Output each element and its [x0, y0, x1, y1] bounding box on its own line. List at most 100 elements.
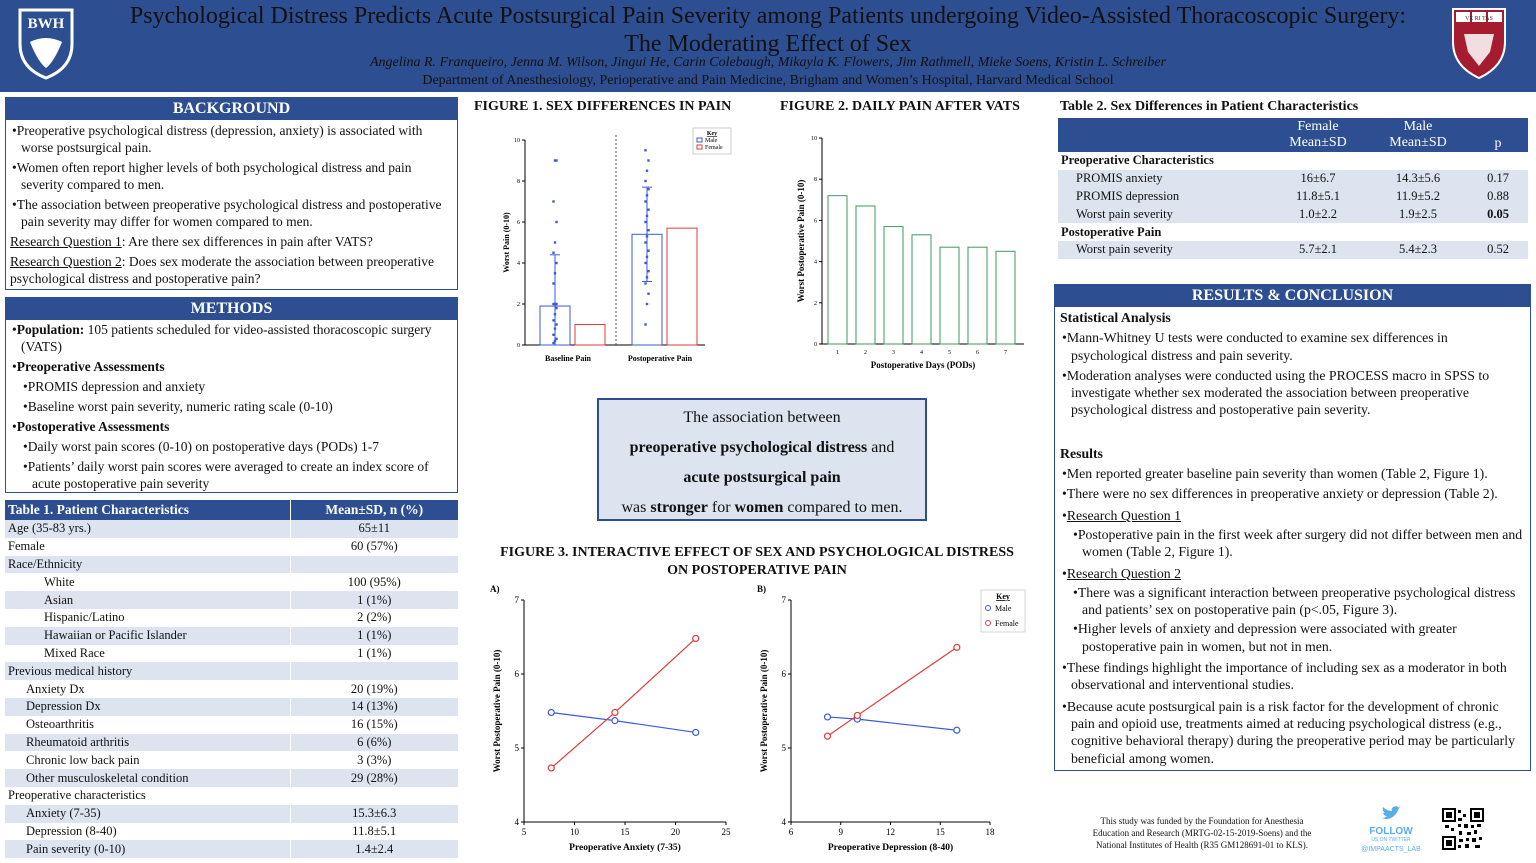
- fig1-data-point: [647, 270, 650, 273]
- fig1-y-tick-label: 10: [514, 138, 520, 144]
- background-bullet-3: •The association between preoperative ps…: [12, 197, 442, 229]
- results-heading: RESULTS & CONCLUSION: [1055, 285, 1530, 307]
- fig1-data-point: [555, 302, 558, 306]
- fig1-key-title: Key: [707, 131, 717, 137]
- table-row: Previous medical history: [5, 662, 458, 681]
- fig1-data-point: [555, 337, 558, 341]
- fig3-point-male: [611, 717, 619, 725]
- fig1-data-point: [553, 302, 557, 306]
- fig2-x-tick-label: 1: [836, 350, 839, 356]
- twitter-follow[interactable]: FOLLOW US ON TWITTER @IMPAACTS_LAB: [1356, 805, 1426, 853]
- fig1-data-point: [552, 282, 555, 285]
- fig1-data-point: [645, 194, 649, 197]
- conclusion-bullet-1: •These findings highlight the importance…: [1062, 660, 1507, 693]
- fig3-point-female: [547, 764, 555, 772]
- fig1-data-point: [553, 313, 557, 316]
- fig2-x-label: Postoperative Days (PODs): [871, 360, 975, 370]
- fig1-data-point: [552, 302, 555, 306]
- results-rq1: •Research Question 1: [1062, 507, 1182, 523]
- qr-code-icon[interactable]: [1442, 808, 1484, 850]
- fig3-point-male: [823, 713, 832, 721]
- table2-section-pre: Preoperative Characteristics: [1058, 152, 1528, 170]
- research-question-2: Research Question 2: Does sex moderate t…: [10, 254, 434, 286]
- callout-line4: was stronger for women compared to men.: [621, 499, 903, 516]
- table-row: Hawaiian or Pacific Islander 1 (1%): [5, 626, 458, 645]
- results-subheading: Results: [1060, 445, 1103, 461]
- methods-preop-item-2: •Baseline worst pain severity, numeric r…: [23, 399, 333, 414]
- fig2-bar: [855, 205, 876, 345]
- fig3-y-tick-label: 6: [515, 669, 520, 679]
- fig2-y-label: Worst Postoperative Pain (0-10): [796, 180, 806, 303]
- result-bullet-2: •There were no sex differences in preope…: [1062, 486, 1498, 502]
- fig3-line-female: [550, 638, 697, 769]
- background-bullet-1: •Preoperative psychological distress (de…: [12, 123, 423, 155]
- methods-postop-label: •Postoperative Assessments: [12, 419, 170, 434]
- fig3-y-tick-label: 5: [782, 743, 787, 753]
- fig1-bar-female: [574, 324, 606, 346]
- fig2-y-tick-label: 8: [814, 177, 817, 183]
- table-row: Preoperative characteristics: [5, 786, 458, 805]
- stat-bullet-2: •Moderation analyses were conducted usin…: [1062, 367, 1490, 418]
- background-section: BACKGROUND •Preoperative psychological d…: [5, 97, 458, 290]
- fig1-y-tick-label: 2: [517, 302, 520, 308]
- fig1-data-point: [647, 188, 650, 191]
- fig2-x-tick-label: 2: [864, 350, 867, 356]
- fig1-x-tick-label: Postoperative Pain: [628, 354, 693, 363]
- fig1-data-point: [555, 306, 558, 310]
- fig3-line-male: [551, 711, 696, 734]
- fig3-point-female: [692, 634, 700, 643]
- result-bullet-1: •Men reported greater baseline pain seve…: [1062, 466, 1488, 482]
- fig3-point-female: [823, 732, 832, 740]
- methods-heading: METHODS: [6, 298, 457, 320]
- fig3-point-male: [953, 726, 961, 734]
- table-row: Depression Dx 14 (13%): [5, 697, 458, 716]
- twitter-handle: @IMPAACTS_LAB: [1361, 846, 1421, 853]
- fig2-y-tick-label: 10: [811, 136, 817, 142]
- background-bullet-2: •Women often report higher levels of bot…: [12, 160, 412, 192]
- fig3-y-tick-label: 5: [515, 743, 520, 753]
- fig1-data-point: [645, 255, 649, 259]
- fig3-x-tick-label: 18: [986, 827, 996, 837]
- follow-label: FOLLOW: [1369, 826, 1413, 837]
- table-row: Worst pain severity 1.0±2.2 1.9±2.5 0.05: [1058, 205, 1528, 224]
- callout-line2: preoperative psychological distress and: [629, 439, 895, 456]
- figure3-title: FIGURE 3. INTERACTIVE EFFECT OF SEX AND …: [500, 545, 1014, 578]
- poster-title-line1: Psychological Distress Predicts Acute Po…: [129, 3, 1407, 29]
- fig3-x-tick-label: 6: [789, 827, 794, 837]
- fig1-data-point: [645, 302, 649, 306]
- rq2-bullet-2: •Higher levels of anxiety and depression…: [1073, 621, 1457, 654]
- fig1-y-tick-label: 0: [517, 343, 520, 349]
- methods-preop-label: •Preoperative Assessments: [12, 359, 165, 374]
- fig1-data-point: [553, 241, 557, 244]
- fig3-x-tick-label: 9: [839, 827, 844, 837]
- table2-title: Table 2. Sex Differences in Patient Char…: [1060, 99, 1359, 114]
- fig1-data-point: [552, 200, 555, 203]
- table-row: PROMIS depression 11.8±5.1 11.9±5.2 0.88: [1058, 187, 1528, 206]
- methods-population: •Population: 105 patients scheduled for …: [12, 322, 432, 354]
- fig1-data-point: [552, 251, 555, 254]
- bwh-shield-logo-icon: BWH: [18, 8, 74, 80]
- stat-analysis-heading: Statistical Analysis: [1060, 310, 1171, 325]
- fig3-x-tick-label: 10: [570, 827, 580, 837]
- table-row: Pain severity (0-10) 1.4±2.4: [5, 840, 458, 859]
- figure2-chart: 0 2 4 6 8 10 Worst Postoperative Pain (0-10) 1 2…: [796, 136, 1024, 370]
- fig3-key-male-swatch: [985, 605, 991, 611]
- fig1-data-point: [647, 292, 650, 295]
- table2-col-male: Male Mean±SD: [1368, 118, 1468, 152]
- table1-column-header: Mean±SD, n (%): [289, 500, 458, 520]
- fig1-data-point: [644, 241, 647, 244]
- table-row: Anxiety (7-35) 15.3±6.3: [5, 804, 458, 823]
- fig1-key-box: [692, 127, 732, 155]
- background-heading: BACKGROUND: [6, 98, 457, 120]
- fig3-key-female-swatch: [985, 620, 991, 626]
- fig1-data-point: [553, 339, 557, 343]
- department: Department of Anesthesiology, Perioperat…: [422, 73, 1114, 88]
- fig1-data-point: [553, 272, 557, 275]
- fig2-bar: [883, 226, 904, 345]
- fig3-panel-label: B): [757, 584, 766, 594]
- table-row: Other musculoskeletal condition 29 (28%): [5, 769, 458, 787]
- fig3-x-label: Preoperative Anxiety (7-35): [569, 842, 681, 853]
- fig3-y-label: Worst Postoperative Pain (0-10): [759, 650, 769, 773]
- methods-section: METHODS •Population: 105 patients schedu…: [5, 297, 458, 493]
